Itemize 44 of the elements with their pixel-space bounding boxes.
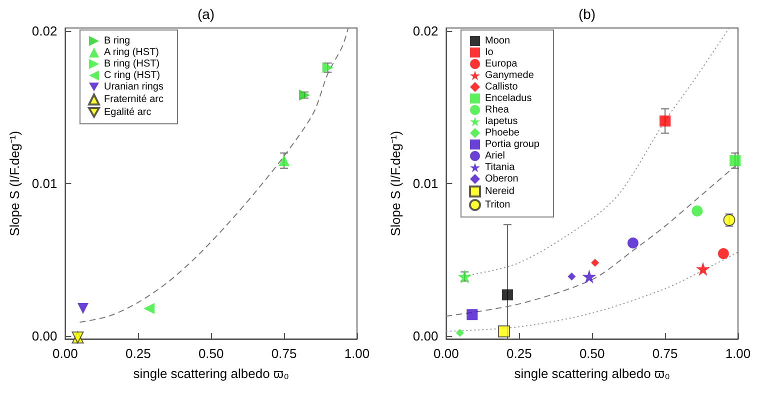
legend-label: Phoebe — [485, 128, 520, 138]
x-tick-label: 0.00 — [434, 346, 459, 361]
y-axis-title: Slope S (I/F.deg⁻¹) — [388, 130, 403, 236]
legend-label: Enceladus — [485, 93, 532, 104]
y-axis-title: Slope S (I/F.deg⁻¹) — [7, 130, 22, 236]
legend-label: Uranian rings — [104, 82, 164, 92]
legend-label: Titania — [485, 162, 516, 173]
chart-title: (a) — [197, 6, 215, 22]
x-axis-title: single scattering albedo ϖ₀ — [133, 366, 289, 381]
legend-label: Io — [485, 47, 494, 58]
legend-label: Ariel — [485, 150, 506, 162]
legend-label: Iapetus — [485, 116, 518, 127]
x-tick-label: 0.00 — [52, 346, 78, 361]
x-tick-label: 0.25 — [125, 346, 151, 361]
y-tick-label: 0.01 — [412, 176, 438, 191]
legend-label: B ring — [104, 36, 130, 46]
legend-label: Oberon — [485, 174, 518, 184]
x-tick-label: 1.00 — [344, 346, 370, 361]
legend-label: Nereid — [485, 186, 514, 197]
chart-title: (b) — [578, 6, 596, 22]
legend-label: Europa — [485, 58, 518, 70]
x-tick-label: 0.75 — [271, 346, 297, 361]
legend-label: Ganymede — [485, 70, 534, 81]
legend-label: Rhea — [485, 104, 510, 116]
y-tick-label: 0.01 — [32, 176, 58, 191]
x-tick-label: 0.75 — [652, 346, 678, 361]
x-axis-title: single scattering albedo ϖ₀ — [514, 366, 670, 381]
x-tick-label: 0.50 — [198, 346, 224, 361]
legend-label: Fraternité arc — [104, 94, 164, 105]
legend-label: A ring (HST) — [104, 47, 160, 58]
x-tick-label: 0.25 — [506, 346, 532, 361]
legend-label: Callisto — [485, 82, 518, 92]
x-tick-label: 0.50 — [579, 346, 605, 361]
legend-label: Moon — [485, 36, 510, 46]
x-tick-label: 1.00 — [725, 346, 751, 361]
legend-label: C ring (HST) — [104, 70, 160, 81]
legend-label: Egalité arc — [104, 106, 152, 118]
y-tick-label: 0.00 — [32, 328, 58, 344]
y-tick-label: 0.00 — [412, 328, 438, 344]
y-tick-label: 0.02 — [412, 24, 438, 39]
legend-label: B ring (HST) — [104, 58, 160, 70]
legend-label: Portia group — [485, 139, 540, 150]
legend-label: Triton — [485, 200, 510, 210]
y-tick-label: 0.02 — [32, 24, 58, 39]
